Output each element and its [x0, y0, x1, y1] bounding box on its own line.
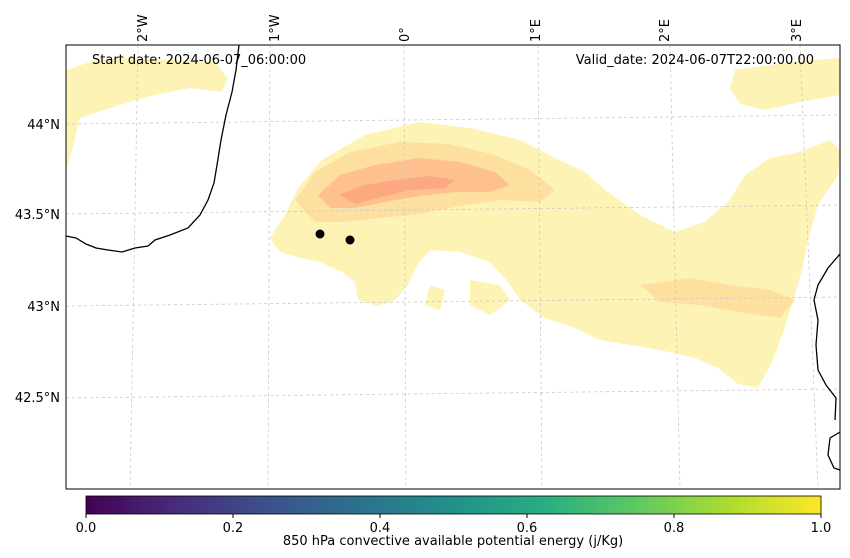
lon-label-2e: 2°E: [658, 19, 673, 42]
colorbar-tick-5: 1.0: [811, 521, 832, 536]
lon-label-1w: 1°W: [268, 14, 283, 42]
colorbar-tick-4: 0.8: [664, 521, 685, 536]
lat-label-42-5n: 42.5°N: [15, 391, 60, 406]
start-date-label: Start date: 2024-06-07_06:00:00: [92, 53, 306, 68]
field-patch-southwest: [425, 285, 445, 310]
cape-field: [66, 58, 840, 388]
map-area: [66, 45, 840, 489]
coastline-east: [813, 253, 840, 421]
colorbar-tick-0: 0.0: [76, 521, 97, 536]
graticule: [66, 45, 840, 489]
coastline-southeast: [827, 431, 840, 471]
colorbar: 0.0 0.2 0.4 0.6 0.8 1.0 850 hPa convecti…: [76, 495, 832, 549]
lat-label-44n: 44°N: [27, 118, 60, 133]
field-patch-northwest: [66, 58, 228, 170]
lat-label-43-5n: 43.5°N: [15, 208, 60, 223]
colorbar-gradient: [85, 495, 822, 515]
colorbar-label: 850 hPa convective available potential e…: [283, 534, 623, 549]
marker-2: [345, 235, 355, 245]
latitude-labels: 44°N 43.5°N 43°N 42.5°N: [15, 118, 60, 406]
colorbar-tick-1: 0.2: [223, 521, 244, 536]
lon-label-0: 0°: [398, 27, 413, 42]
colorbar-tick-3: 0.6: [517, 521, 538, 536]
field-patch-south: [470, 280, 510, 315]
lat-label-43n: 43°N: [27, 300, 60, 315]
valid-date-label: Valid_date: 2024-06-07T22:00:00.00: [576, 53, 814, 68]
field-patch-northeast: [730, 58, 840, 110]
field-peak: [340, 176, 455, 204]
lon-label-3e: 3°E: [790, 19, 805, 42]
lon-label-2w: 2°W: [136, 14, 151, 42]
longitude-labels: 2°W 1°W 0° 1°E 2°E 3°E: [136, 14, 805, 42]
marker-1: [315, 229, 325, 239]
coastline-west: [66, 45, 240, 253]
colorbar-tick-2: 0.4: [370, 521, 391, 536]
map-frame: [65, 44, 841, 490]
lon-label-1e: 1°E: [529, 19, 544, 42]
field-mid-east: [640, 278, 795, 318]
coastlines: [66, 45, 840, 471]
